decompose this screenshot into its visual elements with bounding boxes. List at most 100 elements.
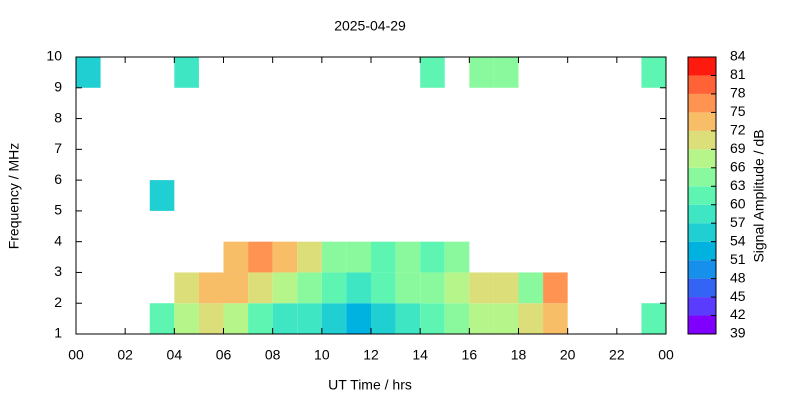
heat-cell xyxy=(395,272,421,304)
heat-cell xyxy=(543,272,568,304)
colorbar-band xyxy=(688,57,716,76)
heat-cell xyxy=(346,303,371,334)
colorbar-tick-label: 78 xyxy=(730,85,746,101)
heat-cell xyxy=(321,241,347,273)
x-tick-label: 14 xyxy=(412,347,428,363)
heat-cell xyxy=(371,303,396,334)
heat-cell xyxy=(76,57,101,88)
y-tick-label: 5 xyxy=(54,202,62,218)
heat-cell xyxy=(174,303,199,334)
heat-cell xyxy=(641,57,666,88)
x-tick-label: 00 xyxy=(68,347,84,363)
heat-cell xyxy=(493,272,519,304)
heat-cell xyxy=(321,272,347,304)
heat-cell xyxy=(297,272,322,304)
heat-cell xyxy=(149,303,175,334)
heat-cell xyxy=(174,57,199,88)
colorbar-band xyxy=(688,204,716,224)
colorbar-band xyxy=(688,278,716,298)
colorbar-tick-label: 60 xyxy=(730,195,746,211)
colorbar-band xyxy=(688,75,716,94)
colorbar-frame xyxy=(687,56,717,335)
y-tick-label: 2 xyxy=(54,294,62,310)
heat-cell xyxy=(321,303,347,334)
x-tick-label: 02 xyxy=(117,347,133,363)
heat-cell xyxy=(371,241,396,273)
heat-cell xyxy=(493,57,519,88)
heat-cell xyxy=(272,272,298,304)
heat-cell xyxy=(420,272,445,304)
colorbar-tick-label: 51 xyxy=(730,251,746,267)
colorbar-tick-label: 66 xyxy=(730,159,746,175)
heat-cell xyxy=(272,241,298,273)
colorbar-band xyxy=(688,186,716,205)
y-tick-label: 8 xyxy=(54,109,62,125)
colorbar-tick-label: 69 xyxy=(730,140,746,156)
heat-cell xyxy=(371,272,396,304)
colorbar-tick-label: 39 xyxy=(730,325,746,341)
heat-cell xyxy=(223,241,249,273)
heat-cell xyxy=(149,180,175,211)
heat-cell xyxy=(297,303,322,334)
y-tick-label: 7 xyxy=(54,140,62,156)
heat-cell xyxy=(395,241,421,273)
heat-cell xyxy=(420,241,445,273)
chart-title: 2025-04-29 xyxy=(334,18,406,34)
colorbar-band xyxy=(688,149,716,168)
heat-cell xyxy=(518,303,544,334)
heat-cell xyxy=(420,303,445,334)
y-tick-label: 3 xyxy=(54,263,62,279)
heat-cell xyxy=(198,272,224,304)
y-tick-label: 10 xyxy=(46,48,62,64)
y-tick-label: 1 xyxy=(54,325,62,341)
colorbar-band xyxy=(688,315,716,334)
colorbar-label: Signal Amplitude / dB xyxy=(751,129,767,262)
colorbar-tick-label: 48 xyxy=(730,269,746,285)
colorbar-band xyxy=(688,167,716,187)
heat-cell xyxy=(493,303,519,334)
colorbar-band xyxy=(688,297,716,316)
heat-cell xyxy=(272,303,298,334)
colorbar-tick-label: 75 xyxy=(730,103,746,119)
heat-cell xyxy=(198,303,224,334)
colorbar-band xyxy=(688,112,716,131)
heat-cell xyxy=(346,272,371,304)
heat-cell xyxy=(395,303,421,334)
heat-cell xyxy=(297,241,322,273)
heat-cell xyxy=(223,303,249,334)
heat-cell xyxy=(248,303,273,334)
x-tick-label: 16 xyxy=(462,347,478,363)
x-axis-label: UT Time / hrs xyxy=(328,377,412,393)
colorbar-tick-label: 54 xyxy=(730,232,746,248)
x-tick-label: 20 xyxy=(560,347,576,363)
colorbar-band xyxy=(688,223,716,242)
heat-cell xyxy=(469,57,494,88)
heat-cell xyxy=(518,272,544,304)
colorbar-tick-label: 45 xyxy=(730,288,746,304)
heat-cell xyxy=(543,303,568,334)
colorbar-tick-label: 84 xyxy=(730,48,746,64)
x-tick-label: 22 xyxy=(609,347,625,363)
colorbar-tick-label: 63 xyxy=(730,177,746,193)
heat-cell xyxy=(420,57,445,88)
heat-cell xyxy=(248,241,273,273)
x-tick-label: 08 xyxy=(265,347,281,363)
heat-cell xyxy=(469,303,494,334)
x-tick-label: 18 xyxy=(511,347,527,363)
colorbar-tick-label: 57 xyxy=(730,214,746,230)
colorbar-band xyxy=(688,260,716,279)
heat-cell xyxy=(641,303,666,334)
y-tick-label: 4 xyxy=(54,232,62,248)
heat-cell xyxy=(174,272,199,304)
heat-cell xyxy=(469,272,494,304)
x-tick-label: 00 xyxy=(658,347,674,363)
y-axis-label: Frequency / MHz xyxy=(6,143,22,250)
x-tick-label: 04 xyxy=(167,347,183,363)
heat-cell xyxy=(444,272,470,304)
colorbar-band xyxy=(688,130,716,150)
colorbar-tick-label: 72 xyxy=(730,122,746,138)
x-tick-label: 10 xyxy=(314,347,330,363)
y-tick-label: 6 xyxy=(54,171,62,187)
x-tick-label: 06 xyxy=(216,347,232,363)
